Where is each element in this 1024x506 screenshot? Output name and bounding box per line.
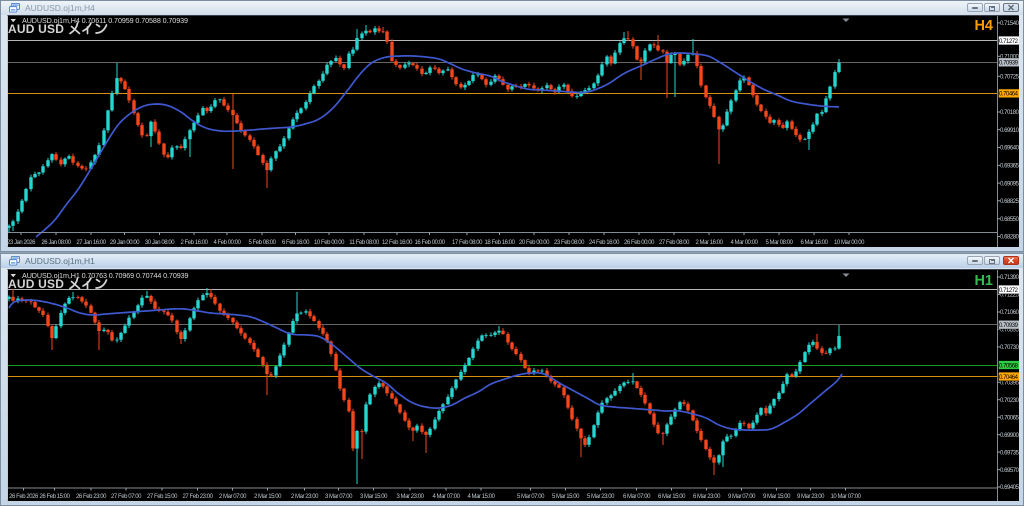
svg-text:27 Feb 07:00: 27 Feb 07:00 bbox=[111, 494, 142, 500]
svg-text:26 Feb 00:00: 26 Feb 00:00 bbox=[624, 240, 655, 246]
svg-text:AUDUSD.oj1m,H4 0.70611 0.7095: AUDUSD.oj1m,H4 0.70611 0.70959 0.70588 0… bbox=[22, 16, 188, 25]
svg-text:0.71000: 0.71000 bbox=[1000, 55, 1019, 61]
svg-text:9 Mar 07:00: 9 Mar 07:00 bbox=[728, 494, 756, 500]
svg-text:30 Jan 08:00: 30 Jan 08:00 bbox=[145, 240, 175, 246]
svg-text:27 Feb 15:00: 27 Feb 15:00 bbox=[147, 494, 178, 500]
svg-text:0.69900: 0.69900 bbox=[1000, 433, 1019, 439]
svg-text:0.71060: 0.71060 bbox=[1000, 310, 1019, 316]
svg-text:10 Mar 00:00: 10 Mar 00:00 bbox=[834, 240, 865, 246]
svg-text:4 Mar 07:00: 4 Mar 07:00 bbox=[432, 494, 460, 500]
svg-text:H1: H1 bbox=[974, 273, 993, 289]
svg-text:0.70725: 0.70725 bbox=[1000, 75, 1019, 81]
svg-text:10 Mar 07:00: 10 Mar 07:00 bbox=[831, 494, 862, 500]
svg-text:0.69365: 0.69365 bbox=[1000, 164, 1019, 170]
svg-text:20 Feb 00:00: 20 Feb 00:00 bbox=[519, 240, 550, 246]
svg-text:17 Feb 08:00: 17 Feb 08:00 bbox=[452, 240, 483, 246]
svg-text:2 Feb 16:00: 2 Feb 16:00 bbox=[180, 240, 208, 246]
svg-text:2 Mar 16:00: 2 Mar 16:00 bbox=[695, 240, 723, 246]
svg-text:6 Feb 16:00: 6 Feb 16:00 bbox=[282, 240, 310, 246]
svg-text:H4: H4 bbox=[974, 18, 993, 34]
svg-text:5 Mar 08:00: 5 Mar 08:00 bbox=[765, 240, 793, 246]
svg-text:0.70730: 0.70730 bbox=[1000, 345, 1019, 351]
svg-text:26 Feb 15:00: 26 Feb 15:00 bbox=[40, 494, 71, 500]
svg-text:2 Mar 15:00: 2 Mar 15:00 bbox=[254, 494, 282, 500]
svg-text:6 Mar 07:00: 6 Mar 07:00 bbox=[623, 494, 651, 500]
svg-text:0.71225: 0.71225 bbox=[1000, 293, 1019, 299]
svg-text:3 Mar 07:00: 3 Mar 07:00 bbox=[325, 494, 353, 500]
svg-text:26 Feb 2026: 26 Feb 2026 bbox=[9, 494, 39, 500]
svg-text:6 Mar 15:00: 6 Mar 15:00 bbox=[658, 494, 686, 500]
svg-text:0.71540: 0.71540 bbox=[1000, 21, 1019, 27]
svg-text:AUD USD: AUD USD bbox=[8, 22, 64, 36]
svg-text:0.69405: 0.69405 bbox=[1000, 485, 1019, 491]
svg-text:3 Mar 15:00: 3 Mar 15:00 bbox=[360, 494, 388, 500]
svg-text:2 Mar 23:00: 2 Mar 23:00 bbox=[291, 494, 319, 500]
svg-text:4 Mar 15:00: 4 Mar 15:00 bbox=[467, 494, 495, 500]
svg-text:0.70395: 0.70395 bbox=[1000, 381, 1019, 387]
svg-text:0.69640: 0.69640 bbox=[1000, 146, 1019, 152]
svg-text:0.71272: 0.71272 bbox=[999, 39, 1019, 45]
svg-text:0.68280: 0.68280 bbox=[1000, 235, 1019, 241]
svg-text:29 Jan 00:00: 29 Jan 00:00 bbox=[110, 240, 140, 246]
svg-text:2 Mar 07:00: 2 Mar 07:00 bbox=[219, 494, 247, 500]
svg-text:12 Feb 16:00: 12 Feb 16:00 bbox=[382, 240, 413, 246]
svg-text:0.70464: 0.70464 bbox=[999, 375, 1019, 381]
svg-text:0.70230: 0.70230 bbox=[1000, 398, 1019, 404]
svg-text:6 Mar 16:00: 6 Mar 16:00 bbox=[800, 240, 828, 246]
svg-text:0.70939: 0.70939 bbox=[999, 323, 1019, 329]
svg-text:23 Feb 08:00: 23 Feb 08:00 bbox=[554, 240, 585, 246]
svg-text:26 Feb 23:00: 26 Feb 23:00 bbox=[76, 494, 107, 500]
svg-text:23 Jan 2026: 23 Jan 2026 bbox=[8, 240, 36, 246]
svg-text:9 Mar 15:00: 9 Mar 15:00 bbox=[763, 494, 791, 500]
svg-text:27 Jan 16:00: 27 Jan 16:00 bbox=[76, 240, 106, 246]
svg-text:0.70065: 0.70065 bbox=[1000, 415, 1019, 421]
svg-text:0.70568: 0.70568 bbox=[999, 363, 1019, 369]
svg-text:18 Feb 16:00: 18 Feb 16:00 bbox=[485, 240, 516, 246]
svg-text:5 Feb 08:00: 5 Feb 08:00 bbox=[248, 240, 276, 246]
svg-text:4 Feb 00:00: 4 Feb 00:00 bbox=[213, 240, 241, 246]
svg-text:0.70939: 0.70939 bbox=[999, 61, 1019, 67]
svg-text:0.70180: 0.70180 bbox=[1000, 110, 1019, 116]
svg-text:0.69095: 0.69095 bbox=[1000, 181, 1019, 187]
svg-text:26 Jan 08:00: 26 Jan 08:00 bbox=[41, 240, 71, 246]
svg-text:0.69570: 0.69570 bbox=[1000, 468, 1019, 474]
svg-text:0.68550: 0.68550 bbox=[1000, 217, 1019, 223]
svg-text:24 Feb 16:00: 24 Feb 16:00 bbox=[589, 240, 620, 246]
svg-text:0.69735: 0.69735 bbox=[1000, 450, 1019, 456]
svg-text:5 Mar 15:00: 5 Mar 15:00 bbox=[552, 494, 580, 500]
svg-text:AUDUSD.oj1m,H1 0.70763 0.7096: AUDUSD.oj1m,H1 0.70763 0.70969 0.70744 0… bbox=[22, 271, 189, 280]
svg-text:6 Mar 23:00: 6 Mar 23:00 bbox=[693, 494, 721, 500]
svg-text:0.68825: 0.68825 bbox=[1000, 199, 1019, 205]
svg-text:16 Feb 00:00: 16 Feb 00:00 bbox=[415, 240, 446, 246]
svg-text:27 Feb 23:00: 27 Feb 23:00 bbox=[183, 494, 214, 500]
svg-text:0.71390: 0.71390 bbox=[1000, 275, 1019, 281]
svg-text:0.70464: 0.70464 bbox=[999, 92, 1019, 98]
svg-text:5 Mar 07:00: 5 Mar 07:00 bbox=[517, 494, 545, 500]
svg-text:10 Feb 00:00: 10 Feb 00:00 bbox=[314, 240, 345, 246]
svg-text:0.71272: 0.71272 bbox=[999, 288, 1019, 294]
svg-text:27 Feb 08:00: 27 Feb 08:00 bbox=[659, 240, 690, 246]
svg-text:5 Mar 23:00: 5 Mar 23:00 bbox=[587, 494, 615, 500]
svg-text:11 Feb 08:00: 11 Feb 08:00 bbox=[349, 240, 380, 246]
svg-text:AUD USD: AUD USD bbox=[8, 277, 64, 291]
svg-text:0.69910: 0.69910 bbox=[1000, 128, 1019, 134]
svg-text:4 Mar 00:00: 4 Mar 00:00 bbox=[730, 240, 758, 246]
svg-text:9 Mar 23:00: 9 Mar 23:00 bbox=[797, 494, 825, 500]
svg-text:0.70895: 0.70895 bbox=[1000, 328, 1019, 334]
svg-text:3 Mar 23:00: 3 Mar 23:00 bbox=[396, 494, 424, 500]
